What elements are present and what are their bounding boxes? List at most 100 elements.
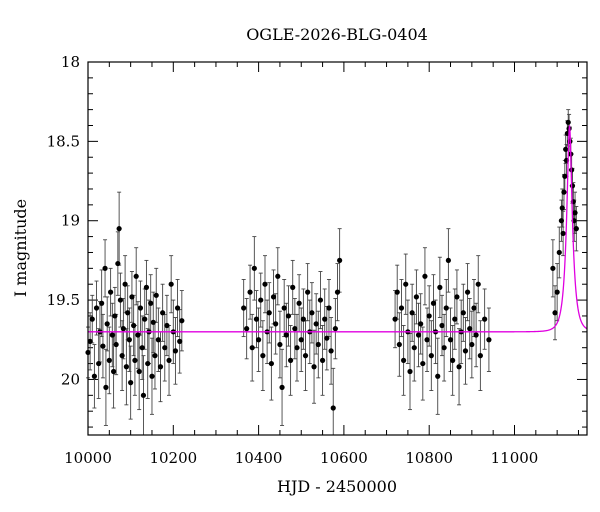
data-point bbox=[469, 341, 475, 348]
y-tick-label: 20 bbox=[61, 370, 80, 388]
data-point bbox=[561, 189, 567, 195]
data-point bbox=[298, 337, 304, 343]
data-point bbox=[573, 226, 579, 232]
data-point bbox=[418, 321, 424, 327]
data-point bbox=[482, 316, 488, 322]
data-point bbox=[99, 300, 105, 306]
data-point bbox=[251, 265, 257, 271]
data-point bbox=[139, 345, 145, 351]
data-point bbox=[270, 294, 277, 300]
data-point bbox=[292, 326, 298, 332]
data-point bbox=[471, 305, 477, 311]
data-point bbox=[317, 297, 324, 303]
data-point bbox=[106, 357, 112, 363]
data-point bbox=[447, 337, 454, 343]
data-point bbox=[150, 319, 156, 325]
data-point bbox=[309, 310, 315, 316]
x-axis-label: HJD - 2450000 bbox=[277, 477, 397, 496]
data-point bbox=[424, 337, 430, 343]
data-point bbox=[428, 353, 434, 359]
y-tick-label: 19.5 bbox=[47, 291, 80, 309]
data-point bbox=[145, 360, 151, 367]
data-point bbox=[420, 360, 426, 367]
data-point bbox=[569, 183, 576, 189]
data-point bbox=[403, 281, 409, 287]
data-point bbox=[437, 284, 443, 290]
data-point bbox=[315, 341, 321, 348]
data-point bbox=[133, 273, 139, 279]
data-point bbox=[559, 205, 565, 211]
data-point bbox=[110, 368, 117, 375]
data-point bbox=[562, 173, 568, 179]
data-point bbox=[253, 316, 260, 322]
x-tick-label: 10600 bbox=[320, 449, 368, 467]
data-point bbox=[443, 305, 449, 311]
error-bars bbox=[86, 109, 579, 436]
data-point bbox=[473, 332, 479, 338]
data-point bbox=[172, 348, 179, 354]
data-point bbox=[560, 230, 566, 237]
data-point bbox=[477, 353, 483, 359]
data-point bbox=[157, 364, 164, 370]
data-point bbox=[572, 210, 578, 216]
data-point bbox=[258, 297, 264, 303]
data-point bbox=[116, 226, 122, 232]
data-point bbox=[93, 305, 100, 311]
y-tick-label: 18 bbox=[61, 53, 80, 71]
data-point bbox=[401, 357, 407, 363]
data-point bbox=[142, 316, 148, 322]
axis-ticks: 10000 10200 10400 10600 10800 11000 18 18.5 19 19… bbox=[47, 53, 587, 467]
data-point bbox=[164, 322, 170, 329]
data-point bbox=[486, 337, 492, 343]
data-point bbox=[326, 305, 332, 311]
data-point bbox=[415, 332, 422, 338]
data-point bbox=[120, 326, 126, 332]
data-point bbox=[407, 368, 413, 375]
data-point bbox=[554, 289, 560, 295]
data-point bbox=[279, 384, 285, 390]
data-point bbox=[136, 368, 142, 375]
y-axis-label: I magnitude bbox=[11, 199, 30, 297]
y-tick-label: 18.5 bbox=[47, 132, 80, 150]
data-point bbox=[125, 310, 131, 316]
data-point bbox=[394, 289, 400, 295]
data-point bbox=[409, 310, 415, 316]
data-point bbox=[132, 357, 138, 363]
data-point bbox=[131, 322, 137, 329]
data-point bbox=[153, 292, 159, 298]
x-tick-label: 10400 bbox=[235, 449, 283, 467]
data-point bbox=[475, 281, 481, 287]
data-point bbox=[396, 341, 402, 348]
data-point bbox=[135, 332, 141, 338]
data-point bbox=[311, 364, 317, 370]
data-point bbox=[328, 348, 334, 354]
data-point bbox=[296, 300, 302, 306]
chart-title: OGLE-2026-BLG-0404 bbox=[246, 25, 428, 44]
data-point bbox=[277, 341, 283, 348]
data-point bbox=[392, 316, 398, 322]
data-point bbox=[398, 305, 405, 311]
data-point bbox=[266, 310, 272, 316]
data-point bbox=[91, 373, 97, 379]
data-point bbox=[302, 353, 309, 359]
data-point bbox=[283, 332, 289, 338]
data-point bbox=[166, 357, 172, 363]
data-point bbox=[117, 297, 124, 303]
data-point bbox=[108, 289, 114, 295]
data-point bbox=[103, 384, 109, 390]
data-point bbox=[439, 322, 445, 329]
data-point bbox=[430, 300, 437, 306]
x-tick-label: 11000 bbox=[491, 449, 539, 467]
data-point bbox=[552, 310, 558, 316]
data-point bbox=[148, 300, 154, 306]
data-point bbox=[287, 357, 294, 363]
data-point bbox=[422, 273, 428, 279]
data-point bbox=[319, 357, 326, 363]
data-point bbox=[162, 345, 168, 351]
data-point bbox=[115, 260, 121, 267]
data-point bbox=[96, 360, 102, 367]
data-point bbox=[260, 353, 266, 359]
data-point bbox=[123, 364, 129, 370]
plot-frame bbox=[87, 61, 588, 436]
